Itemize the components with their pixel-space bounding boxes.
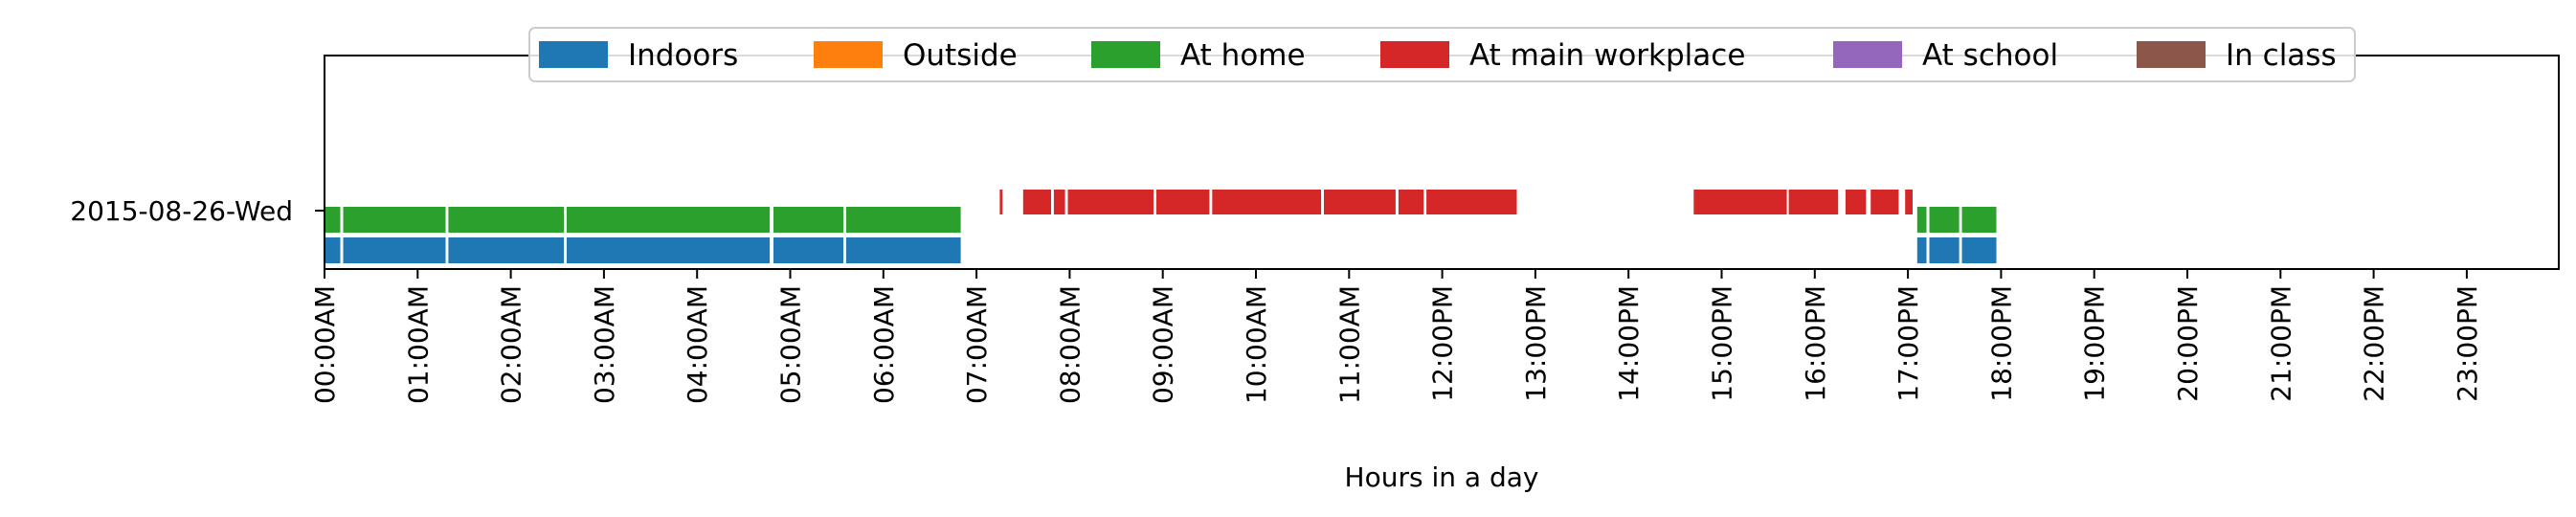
legend-label: At school	[1922, 38, 2058, 73]
at-home-bar	[845, 207, 961, 233]
at-main-workplace-bar	[1693, 190, 1787, 214]
at-home-bar	[448, 207, 565, 233]
at-main-workplace-bar	[1324, 190, 1396, 214]
at-home-bar	[773, 207, 843, 233]
y-tick-label: 2015-08-26-Wed	[70, 195, 293, 227]
x-tick-label: 23:00PM	[2452, 285, 2483, 402]
indoors-bar	[845, 237, 961, 263]
x-axis: 00:00AM 01:00AM 02:00AM 03:00AM 04:00AM 05:00…	[309, 269, 2483, 404]
at-main-workplace-bar	[1845, 190, 1867, 214]
x-tick-label: 19:00PM	[2079, 285, 2111, 402]
x-tick-label: 07:00AM	[961, 285, 993, 404]
at-home-bar	[567, 207, 771, 233]
activity-bars	[325, 190, 1997, 263]
at-home-bar	[1961, 207, 1997, 233]
x-tick-label: 14:00PM	[1613, 285, 1645, 402]
at-home-bar	[325, 207, 341, 233]
at-home-bar	[343, 207, 446, 233]
at-main-workplace-bar	[1426, 190, 1517, 214]
x-tick-label: 20:00PM	[2172, 285, 2204, 402]
indoors-bar	[343, 237, 446, 263]
x-tick-label: 15:00PM	[1707, 285, 1738, 402]
legend-label: Outside	[903, 38, 1018, 73]
x-tick-label: 03:00AM	[589, 285, 620, 404]
indoors-bar	[1916, 237, 1927, 263]
x-tick-label: 06:00AM	[868, 285, 900, 404]
indoors-bar	[1961, 237, 1997, 263]
legend: Indoors Outside At home At main workplace At…	[528, 27, 2356, 82]
at-main-workplace-bar	[1905, 190, 1913, 214]
at-main-workplace-bar	[1067, 190, 1154, 214]
indoors-bar	[1929, 237, 1960, 263]
at-main-workplace-bar	[1788, 190, 1839, 214]
plot-frame	[324, 55, 2560, 270]
indoors-bar	[567, 237, 771, 263]
indoors-bar	[448, 237, 565, 263]
x-tick-label: 05:00AM	[775, 285, 807, 404]
legend-swatch	[1833, 41, 1902, 68]
x-tick-label: 04:00AM	[682, 285, 713, 404]
legend-swatch	[1091, 41, 1160, 68]
at-main-workplace-bar	[1212, 190, 1322, 214]
x-tick-label: 08:00AM	[1054, 285, 1086, 404]
x-tick-label: 11:00AM	[1333, 285, 1365, 404]
x-tick-label: 00:00AM	[309, 285, 341, 404]
x-tick-label: 16:00PM	[1800, 285, 1831, 402]
legend-swatch	[2137, 41, 2206, 68]
legend-label: Indoors	[628, 38, 738, 73]
indoors-bar	[325, 237, 341, 263]
indoors-bar	[773, 237, 843, 263]
x-tick-label: 01:00AM	[402, 285, 434, 404]
legend-swatch	[539, 41, 608, 68]
x-tick-label: 02:00AM	[496, 285, 527, 404]
x-tick-label: 12:00PM	[1427, 285, 1459, 402]
at-main-workplace-bar	[1155, 190, 1210, 214]
at-home-bar	[1929, 207, 1960, 233]
x-tick-label: 09:00AM	[1148, 285, 1179, 404]
legend-swatch	[814, 41, 883, 68]
at-main-workplace-bar	[999, 190, 1003, 214]
at-main-workplace-bar	[1398, 190, 1424, 214]
x-tick-label: 13:00PM	[1520, 285, 1552, 402]
legend-swatch	[1380, 41, 1449, 68]
legend-label: In class	[2226, 38, 2337, 73]
x-tick-label: 17:00PM	[1893, 285, 1924, 402]
legend-label: At main workplace	[1469, 38, 1745, 73]
at-main-workplace-bar	[1022, 190, 1051, 214]
x-tick-label: 22:00PM	[2359, 285, 2390, 402]
at-main-workplace-bar	[1053, 190, 1065, 214]
legend-label: At home	[1180, 38, 1306, 73]
x-tick-label: 10:00AM	[1241, 285, 1272, 404]
x-tick-label: 18:00PM	[1985, 285, 2017, 402]
x-axis-title: Hours in a day	[1345, 461, 1539, 493]
at-main-workplace-bar	[1870, 190, 1899, 214]
x-tick-label: 21:00PM	[2265, 285, 2296, 402]
at-home-bar	[1916, 207, 1927, 233]
